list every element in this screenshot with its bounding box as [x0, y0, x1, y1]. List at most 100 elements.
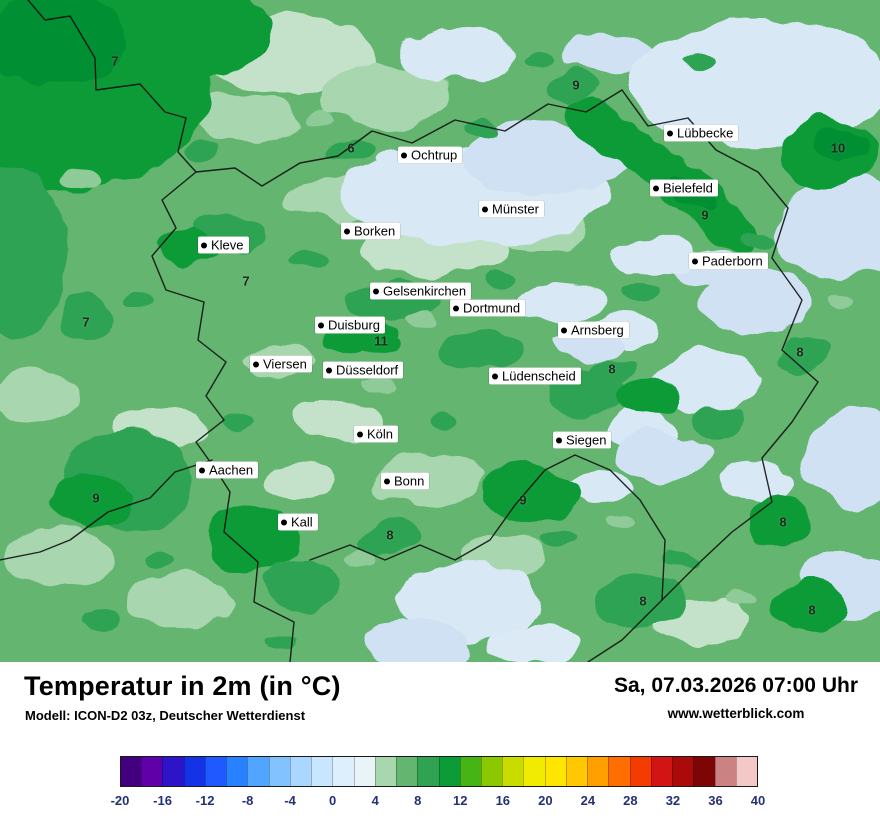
colorbar-segment — [565, 757, 588, 786]
weather-map: Lübbecke Ochtrup Bielefeld Münster Borken Kle… — [0, 0, 880, 662]
colorbar-segment — [459, 757, 481, 786]
city-marker: Aachen — [196, 461, 259, 479]
colorbar-segment — [396, 757, 418, 786]
colorbar-tick-label: -4 — [284, 793, 296, 808]
colorbar-segment — [735, 757, 758, 786]
colorbar-tick-label: 40 — [750, 793, 766, 808]
city-dot-icon — [357, 431, 363, 437]
city-name: Paderborn — [702, 253, 763, 269]
colorbar-segment — [544, 757, 566, 786]
temp-value: 7 — [111, 53, 119, 69]
city-marker: Viersen — [250, 355, 312, 373]
colorbar-segment — [311, 757, 333, 786]
city-name: Dortmund — [463, 300, 521, 316]
city-marker: Siegen — [553, 431, 612, 449]
city-dot-icon — [667, 130, 673, 136]
city-name: Bielefeld — [663, 180, 713, 196]
city-dot-icon — [373, 288, 379, 294]
colorbar-tick-label: -12 — [195, 793, 215, 808]
temp-value: 9 — [519, 492, 527, 508]
city-name: Arnsberg — [571, 322, 624, 338]
temp-value: 10 — [830, 140, 846, 156]
city-dot-icon — [344, 228, 350, 234]
city-marker: Borken — [341, 222, 401, 240]
colorbar-segment — [587, 757, 609, 786]
colorbar-segment — [204, 757, 227, 786]
city-dot-icon — [281, 519, 287, 525]
city-dot-icon — [384, 478, 390, 484]
city-marker: Köln — [354, 425, 399, 443]
city-dot-icon — [556, 437, 562, 443]
city-dot-icon — [692, 258, 698, 264]
page-title: Temperatur in 2m (in °C) — [24, 671, 341, 701]
city-dot-icon — [201, 242, 207, 248]
city-name: Lüdenscheid — [502, 368, 576, 384]
temp-value: 9 — [572, 77, 580, 93]
city-name: Lübbecke — [677, 125, 734, 141]
city-name: Viersen — [263, 356, 307, 372]
map-overlay: Lübbecke Ochtrup Bielefeld Münster Borken Kle… — [82, 53, 846, 618]
colorbar-segment — [629, 757, 651, 786]
city-dot-icon — [318, 322, 324, 328]
temp-value: 7 — [242, 273, 250, 289]
colorbar-segments — [120, 756, 758, 787]
colorbar-segment — [226, 757, 248, 786]
temp-value: 9 — [92, 490, 100, 506]
warm-green-layer — [0, 0, 873, 634]
forecast-datetime: Sa, 07.03.2026 07:00 Uhr — [613, 674, 858, 697]
colorbar-segment — [268, 757, 290, 786]
colorbar-segment — [650, 757, 673, 786]
borders-layer — [0, 0, 819, 662]
temp-value: 8 — [386, 527, 394, 543]
city-marker: Lüdenscheid — [489, 367, 581, 385]
city-name: Düsseldorf — [336, 362, 399, 378]
temp-value: 6 — [347, 140, 355, 156]
city-name: Kleve — [211, 237, 244, 253]
temp-value: 11 — [374, 333, 388, 349]
map-canvas — [0, 0, 880, 662]
colorbar-tick-label: 20 — [538, 793, 553, 808]
temp-value: 8 — [796, 344, 804, 360]
city-dot-icon — [492, 373, 498, 379]
city-marker: Bielefeld — [650, 179, 718, 197]
colorbar-tick-label: 4 — [371, 793, 379, 808]
city-name: Kall — [291, 514, 313, 530]
colorbar-segment — [247, 757, 269, 786]
colorbar-segment — [672, 757, 694, 786]
city-name: Bonn — [394, 473, 425, 489]
city-name: Duisburg — [328, 317, 381, 333]
city-name: Aachen — [209, 462, 254, 478]
colorbar-tick-label: 12 — [453, 793, 468, 808]
temp-value: 8 — [779, 514, 787, 530]
footer-right: Sa, 07.03.2026 07:00 Uhr www.wetterblick… — [614, 674, 858, 721]
colorbar-segment — [121, 757, 142, 786]
model-info: Modell: ICON-D2 03z, Deutscher Wetterdie… — [25, 708, 306, 723]
city-dot-icon — [482, 206, 488, 212]
colorbar-segment — [353, 757, 375, 786]
city-marker: Münster — [479, 200, 544, 218]
colorbar-segment — [417, 757, 439, 786]
colorbar-segment — [289, 757, 312, 786]
city-marker: Paderborn — [689, 252, 768, 270]
city-dot-icon — [199, 467, 205, 473]
colorbar-tick-label: 8 — [414, 793, 422, 808]
city-marker: Arnsberg — [558, 321, 629, 339]
city-marker: Lübbecke — [664, 124, 739, 142]
city-dot-icon — [326, 367, 332, 373]
city-marker: Bonn — [381, 472, 430, 490]
city-dot-icon — [653, 185, 659, 191]
temp-value: 8 — [639, 593, 647, 609]
footer: Temperatur in 2m (in °C) Modell: ICON-D2… — [0, 662, 880, 830]
city-marker: Düsseldorf — [323, 361, 404, 379]
speckle-layer — [60, 52, 855, 648]
colorbar-segment — [714, 757, 736, 786]
city-marker: Ochtrup — [398, 146, 463, 164]
city-name: Siegen — [566, 432, 607, 448]
colorbar-ticks: -20 -16 -12 -8 -4 0 4 8 12 16 20 24 28 32 36 40 — [111, 793, 766, 811]
colorbar-segment — [332, 757, 354, 786]
temp-value: 8 — [608, 361, 616, 377]
colorbar-tick-label: 36 — [708, 793, 723, 808]
city-marker: Dortmund — [450, 299, 526, 317]
city-marker: Kleve — [198, 236, 249, 254]
